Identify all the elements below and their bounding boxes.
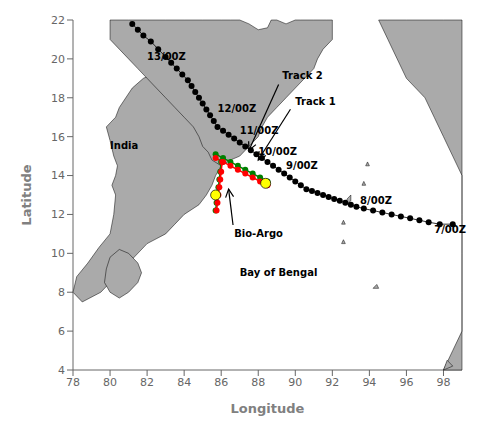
svg-text:Bio-Argo: Bio-Argo bbox=[234, 228, 283, 239]
svg-text:94: 94 bbox=[362, 376, 376, 389]
svg-text:Longitude: Longitude bbox=[231, 401, 305, 416]
svg-text:4: 4 bbox=[58, 364, 65, 377]
svg-text:7/00Z: 7/00Z bbox=[434, 224, 466, 235]
svg-text:22: 22 bbox=[51, 14, 65, 27]
svg-text:16: 16 bbox=[51, 131, 65, 144]
svg-text:92: 92 bbox=[325, 376, 339, 389]
svg-text:8: 8 bbox=[58, 286, 65, 299]
svg-text:12: 12 bbox=[51, 208, 65, 221]
svg-text:18: 18 bbox=[51, 92, 65, 105]
svg-text:88: 88 bbox=[251, 376, 265, 389]
svg-text:84: 84 bbox=[177, 376, 191, 389]
svg-text:98: 98 bbox=[436, 376, 450, 389]
svg-text:80: 80 bbox=[103, 376, 117, 389]
svg-text:90: 90 bbox=[288, 376, 302, 389]
svg-text:Bay of Bengal: Bay of Bengal bbox=[240, 267, 318, 278]
svg-text:Track 1: Track 1 bbox=[295, 96, 335, 107]
svg-text:8/00Z: 8/00Z bbox=[360, 195, 392, 206]
svg-text:96: 96 bbox=[399, 376, 413, 389]
svg-text:India: India bbox=[110, 140, 138, 151]
svg-text:10/00Z: 10/00Z bbox=[258, 146, 297, 157]
svg-text:20: 20 bbox=[51, 53, 65, 66]
svg-text:11/00Z: 11/00Z bbox=[240, 125, 279, 136]
svg-text:Latitude: Latitude bbox=[19, 164, 34, 226]
svg-text:14: 14 bbox=[51, 169, 65, 182]
svg-text:86: 86 bbox=[214, 376, 228, 389]
svg-text:13/00Z: 13/00Z bbox=[147, 51, 186, 62]
svg-text:10: 10 bbox=[51, 247, 65, 260]
svg-text:6: 6 bbox=[58, 325, 65, 338]
svg-text:12/00Z: 12/00Z bbox=[217, 103, 256, 114]
svg-text:9/00Z: 9/00Z bbox=[286, 160, 318, 171]
svg-text:78: 78 bbox=[66, 376, 80, 389]
svg-text:Track 2: Track 2 bbox=[282, 70, 322, 81]
svg-text:82: 82 bbox=[140, 376, 154, 389]
